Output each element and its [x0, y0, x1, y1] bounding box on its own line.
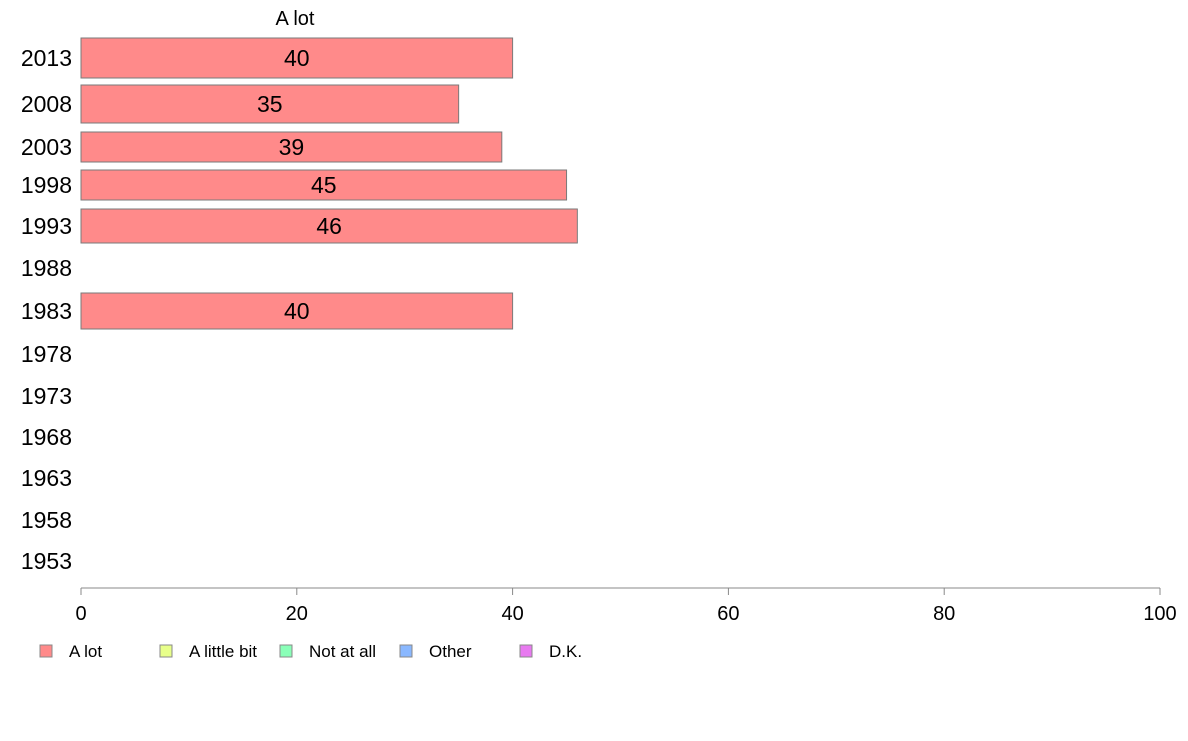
- x-tick-label: 0: [75, 603, 86, 625]
- x-tick-label: 60: [717, 603, 739, 625]
- bar: [80, 37, 514, 79]
- data-label: 40: [284, 45, 310, 71]
- bar: [80, 169, 568, 201]
- data-label: 40: [284, 298, 310, 324]
- bar: [80, 131, 503, 163]
- data-label: 46: [316, 213, 342, 239]
- category-label: 1983: [21, 298, 72, 324]
- legend-swatch: [279, 644, 293, 658]
- category-label: 1958: [21, 507, 72, 533]
- bar: [80, 208, 578, 244]
- legend: A lot A little bit Not at all Other D.K.: [39, 642, 582, 661]
- x-tick-label: 80: [933, 603, 955, 625]
- legend-swatch: [519, 644, 533, 658]
- legend-label: A lot: [69, 642, 102, 661]
- data-label: 35: [257, 91, 283, 117]
- category-label: 2013: [21, 45, 72, 71]
- category-label: 1988: [21, 255, 72, 281]
- legend-swatch: [39, 644, 53, 658]
- category-label: 1968: [21, 424, 72, 450]
- category-label: 1978: [21, 341, 72, 367]
- legend-swatch: [159, 644, 173, 658]
- x-axis: 0 20 40 60 80 100: [75, 587, 1177, 625]
- legend-swatch: [399, 644, 413, 658]
- legend-label: Not at all: [309, 642, 376, 661]
- x-tick-label: 20: [286, 603, 308, 625]
- chart-title: A lot: [276, 8, 315, 30]
- category-label: 1953: [21, 548, 72, 574]
- x-tick-label: 40: [501, 603, 523, 625]
- legend-label: Other: [429, 642, 472, 661]
- category-label: 2008: [21, 91, 72, 117]
- category-label: 1973: [21, 383, 72, 409]
- bar: [80, 292, 514, 330]
- bar: [80, 84, 460, 124]
- data-label: 45: [311, 172, 337, 198]
- legend-label: D.K.: [549, 642, 582, 661]
- category-label: 1998: [21, 172, 72, 198]
- x-tick-label: 100: [1143, 603, 1176, 625]
- category-labels: 2013 2008 2003 1998 1993 1988 1983 1978 1973 1968…: [21, 45, 72, 574]
- legend-label: A little bit: [189, 642, 257, 661]
- category-label: 1963: [21, 465, 72, 491]
- category-label: 2003: [21, 134, 72, 160]
- data-label: 39: [279, 134, 305, 160]
- category-label: 1993: [21, 213, 72, 239]
